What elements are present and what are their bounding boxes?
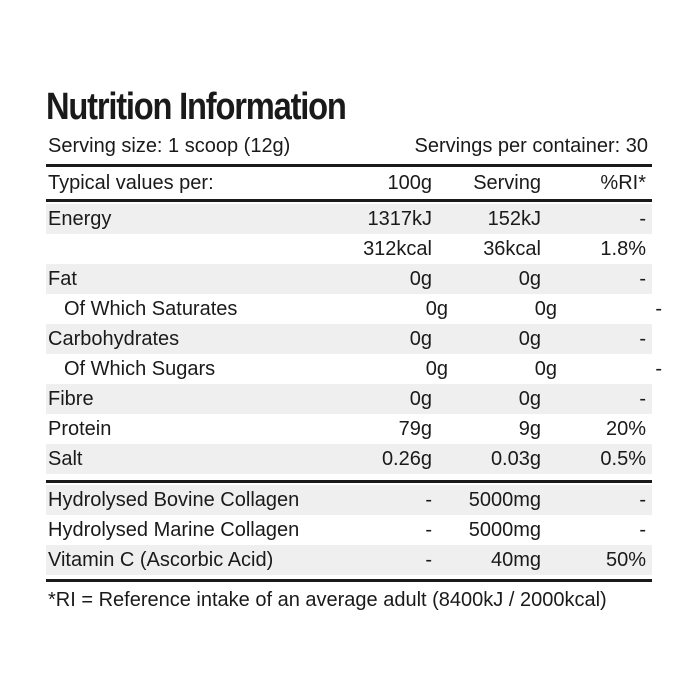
table-row: 312kcal 36kcal 1.8% [46, 234, 652, 264]
value-serving: 0g [518, 387, 541, 410]
header-serving: Serving [473, 171, 541, 194]
value-100g: - [425, 518, 432, 541]
value-ri: - [639, 207, 646, 230]
value-ri: 0.5% [600, 447, 646, 470]
nutrient-name: Carbohydrates [48, 327, 180, 350]
footer-divider [46, 579, 652, 582]
nutrition-panel: Nutrition Information Serving size: 1 sc… [46, 86, 662, 612]
value-serving: 0g [534, 297, 557, 320]
value-ri: - [655, 297, 662, 320]
value-100g: 1317kJ [367, 207, 433, 230]
value-ri: - [655, 357, 662, 380]
footnote: *RI = Reference intake of an average adu… [48, 589, 607, 611]
table-row: Carbohydrates 0g 0g - [46, 324, 652, 354]
table-header: Typical values per: 100g Serving %RI* [46, 167, 652, 199]
table-row: Energy 1317kJ 152kJ - [46, 204, 652, 234]
ingredient-name: Hydrolysed Marine Collagen [48, 518, 300, 541]
value-serving: 0g [534, 357, 557, 380]
ingredient-name: Hydrolysed Bovine Collagen [48, 488, 300, 511]
nutrient-name: Fat [48, 267, 77, 290]
value-100g: 79g [398, 417, 432, 440]
value-serving: 0g [518, 327, 541, 350]
table-row: Vitamin C (Ascorbic Acid) - 40mg 50% [46, 545, 652, 575]
serving-info: Serving size: 1 scoop (12g) Servings per… [46, 134, 652, 158]
value-serving: 36kcal [483, 237, 541, 260]
table-row: Hydrolysed Bovine Collagen - 5000mg - [46, 485, 652, 515]
value-ri: - [639, 518, 646, 541]
value-100g: 0g [409, 267, 432, 290]
header-label: Typical values per: [48, 171, 214, 194]
table-row: Salt 0.26g 0.03g 0.5% [46, 444, 652, 474]
table-row: Of Which Saturates 0g 0g - [46, 294, 662, 324]
nutrient-name: Energy [48, 207, 112, 230]
nutrient-name: Of Which Sugars [64, 357, 216, 380]
ingredient-name: Vitamin C (Ascorbic Acid) [48, 548, 274, 571]
table-row: Hydrolysed Marine Collagen - 5000mg - [46, 515, 652, 545]
header-100g: 100g [387, 171, 433, 194]
value-100g: 312kcal [363, 237, 432, 260]
value-100g: - [425, 548, 432, 571]
value-100g: 0g [409, 327, 432, 350]
value-ri: 1.8% [600, 237, 646, 260]
value-ri: - [639, 387, 646, 410]
value-serving: 5000mg [468, 518, 541, 541]
header-divider [46, 164, 652, 167]
nutrient-name: Protein [48, 417, 112, 440]
value-100g: - [425, 488, 432, 511]
value-ri: - [639, 488, 646, 511]
value-100g: 0g [425, 357, 448, 380]
nutrients-table: Energy 1317kJ 152kJ - 312kcal 36kcal 1.8… [46, 199, 662, 474]
nutrient-name: Of Which Saturates [64, 297, 238, 320]
value-serving: 40mg [490, 548, 541, 571]
value-ri: - [639, 267, 646, 290]
value-serving: 0g [518, 267, 541, 290]
page-title: Nutrition Information [46, 86, 347, 128]
header-ri: %RI* [600, 171, 646, 194]
value-serving: 152kJ [487, 207, 541, 230]
table-row: Fat 0g 0g - [46, 264, 652, 294]
value-serving: 5000mg [468, 488, 541, 511]
value-ri: 50% [605, 548, 646, 571]
value-100g: 0g [425, 297, 448, 320]
value-ri: 20% [605, 417, 646, 440]
additional-table: Hydrolysed Bovine Collagen - 5000mg - Hy… [46, 480, 652, 575]
nutrient-name: Fibre [48, 387, 94, 410]
serving-size: Serving size: 1 scoop (12g) [48, 135, 291, 157]
table-row: Fibre 0g 0g - [46, 384, 652, 414]
table-row: Of Which Sugars 0g 0g - [46, 354, 662, 384]
nutrient-name: Salt [48, 447, 83, 470]
servings-per-container: Servings per container: 30 [414, 135, 648, 157]
value-100g: 0g [409, 387, 432, 410]
value-100g: 0.26g [381, 447, 432, 470]
value-ri: - [639, 327, 646, 350]
table-row: Protein 79g 9g 20% [46, 414, 652, 444]
value-serving: 9g [518, 417, 541, 440]
value-serving: 0.03g [490, 447, 541, 470]
